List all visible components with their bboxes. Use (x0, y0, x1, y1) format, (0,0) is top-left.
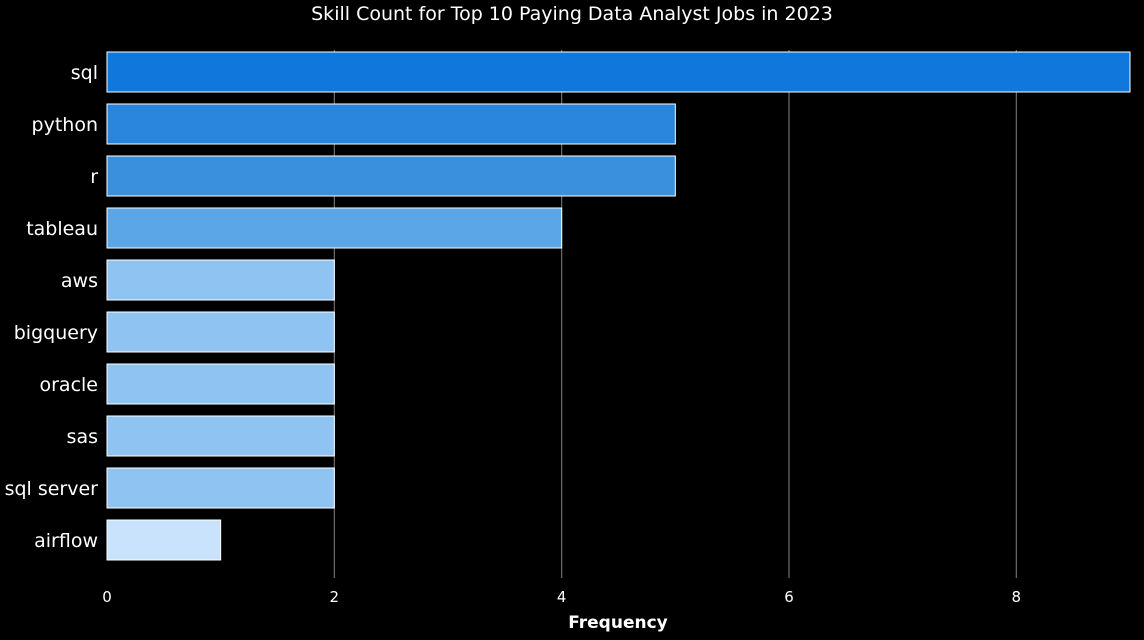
bar-tableau (106, 207, 563, 249)
y-tick-label-oracle: oracle (40, 374, 99, 396)
bar-sql (106, 51, 1131, 93)
bar-bigquery (106, 311, 335, 353)
y-tick-label-aws: aws (61, 270, 98, 292)
y-tick-label-bigquery: bigquery (14, 322, 98, 344)
bar-layer (106, 51, 1131, 561)
x-tick-label-2: 2 (330, 588, 340, 606)
bar-sas (106, 415, 335, 457)
bar-r (106, 155, 676, 197)
x-tick-label-4: 4 (557, 588, 567, 606)
y-tick-label-sql-server: sql server (5, 478, 99, 500)
x-tick-label-0: 0 (102, 588, 112, 606)
x-tick-label-6: 6 (784, 588, 794, 606)
y-tick-label-tableau: tableau (26, 218, 98, 240)
label-layer: 0 2 4 6 8 sql python r tableau aws bigquery oracle s… (5, 62, 1022, 606)
y-tick-label-sas: sas (67, 426, 98, 448)
bar-airflow (106, 519, 222, 561)
bar-sql-server (106, 467, 335, 509)
x-axis-title: Frequency (568, 613, 668, 633)
y-tick-label-sql: sql (71, 62, 98, 84)
chart-title: Skill Count for Top 10 Paying Data Analy… (311, 3, 833, 25)
bar-oracle (106, 363, 335, 405)
y-tick-label-r: r (90, 166, 98, 188)
y-tick-label-python: python (32, 114, 98, 136)
bar-python (106, 103, 676, 145)
y-tick-label-airflow: airflow (34, 530, 98, 552)
x-tick-label-8: 8 (1012, 588, 1022, 606)
bar-aws (106, 259, 335, 301)
